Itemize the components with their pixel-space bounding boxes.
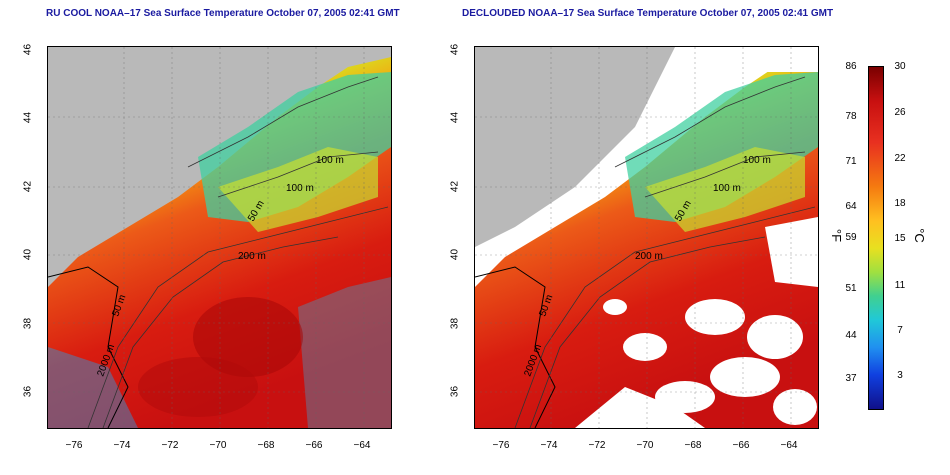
y-tick-label: 44: [449, 111, 461, 124]
colorbar-f-tick: 44: [845, 330, 857, 341]
left-map-graphic: 100 m 100 m 50 m 200 m 50 m 2000 m: [48, 47, 391, 428]
colorbar-f-tick: 64: [845, 201, 857, 212]
y-tick-label: 36: [22, 385, 34, 398]
x-tick-label: −68: [684, 440, 702, 451]
colorbar-c-tick: 15: [894, 233, 906, 244]
temperature-colorbar: [868, 66, 884, 410]
colorbar-f-tick: 78: [845, 111, 857, 122]
right-map-graphic: 100 m 100 m 50 m 200 m 50 m 2000 m: [475, 47, 818, 428]
x-tick-label: −64: [353, 440, 371, 451]
y-tick-label: 46: [449, 43, 461, 56]
colorbar-f-tick: 71: [845, 156, 857, 167]
y-tick-label: 40: [22, 248, 34, 261]
colorbar-f-tick: 59: [845, 232, 857, 243]
colorbar-c-tick: 30: [894, 61, 906, 72]
y-tick-label: 44: [22, 111, 34, 124]
contour-label: 100 m: [316, 155, 344, 166]
x-tick-label: −66: [305, 440, 323, 451]
left-sst-map: 100 m 100 m 50 m 200 m 50 m 2000 m: [47, 46, 392, 429]
x-tick-label: −74: [540, 440, 558, 451]
y-tick-label: 42: [22, 180, 34, 193]
colorbar-f-tick: 51: [845, 283, 857, 294]
colorbar-c-tick: 11: [894, 280, 906, 291]
y-tick-label: 38: [449, 317, 461, 330]
colorbar-c-tick: 18: [894, 198, 906, 209]
right-sst-map: 100 m 100 m 50 m 200 m 50 m 2000 m: [474, 46, 819, 429]
celsius-unit-label: °C: [911, 228, 927, 243]
contour-label: 100 m: [713, 183, 741, 194]
y-tick-label: 36: [449, 385, 461, 398]
fahrenheit-unit-label: °F: [829, 228, 845, 243]
y-tick-label: 42: [449, 180, 461, 193]
x-tick-label: −70: [636, 440, 654, 451]
x-tick-label: −76: [65, 440, 83, 451]
cloud-mask-gaps: [575, 47, 818, 428]
x-tick-label: −64: [780, 440, 798, 451]
colorbar-c-tick: 3: [897, 370, 903, 381]
contour-label: 100 m: [743, 155, 771, 166]
colorbar-c-tick: 26: [894, 107, 906, 118]
x-tick-label: −74: [113, 440, 131, 451]
x-tick-label: −72: [588, 440, 606, 451]
contour-label: 200 m: [635, 251, 663, 262]
x-tick-label: −70: [209, 440, 227, 451]
x-tick-label: −66: [732, 440, 750, 451]
x-tick-label: −76: [492, 440, 510, 451]
left-map-title: RU COOL NOAA–17 Sea Surface Temperature …: [46, 8, 400, 19]
y-tick-label: 40: [449, 248, 461, 261]
colorbar-c-tick: 22: [894, 153, 906, 164]
right-map-title: DECLOUDED NOAA–17 Sea Surface Temperatur…: [462, 8, 834, 19]
y-tick-label: 38: [22, 317, 34, 330]
colorbar-c-tick: 7: [897, 325, 903, 336]
y-tick-label: 46: [22, 43, 34, 56]
x-tick-label: −68: [257, 440, 275, 451]
colorbar-f-tick: 86: [845, 61, 857, 72]
x-tick-label: −72: [161, 440, 179, 451]
colorbar-f-tick: 37: [845, 373, 857, 384]
contour-label: 200 m: [238, 251, 266, 262]
contour-label: 100 m: [286, 183, 314, 194]
